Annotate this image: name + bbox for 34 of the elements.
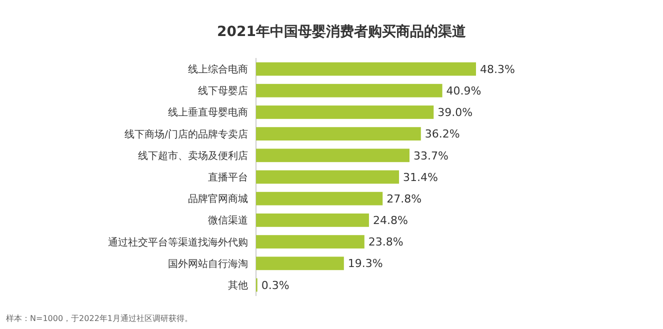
bar — [256, 235, 364, 248]
text: 样本：N=1000，于2022年1月通过社区调研获得。 — [6, 314, 192, 323]
data-label: 31.4% — [403, 170, 438, 184]
y-tick-label: 线上垂直母婴电商 — [168, 106, 248, 119]
bar — [256, 127, 421, 140]
data-label: 19.3% — [348, 257, 383, 270]
y-tick-label: 品牌官网商城 — [188, 193, 248, 206]
data-label: 24.8% — [372, 214, 408, 228]
data-label: 39.0% — [438, 106, 473, 120]
data-label: 27.8% — [386, 192, 422, 206]
chart-title: 2021年中国母婴消费者购买商品的渠道 — [217, 23, 467, 40]
y-tick-label: 国外网站自行海淘 — [168, 258, 248, 270]
data-label: 40.9% — [446, 84, 482, 98]
bar — [256, 62, 476, 76]
bar — [256, 192, 383, 206]
y-tick-label: 微信渠道 — [208, 214, 248, 227]
bar — [256, 84, 442, 98]
bar — [256, 170, 400, 184]
bar — [256, 106, 434, 119]
y-tick-label: 线下商场/门店的品牌专卖店 — [124, 128, 248, 140]
data-label: 33.7% — [414, 149, 448, 162]
bar — [256, 214, 369, 227]
y-tick-label: 其他 — [228, 279, 248, 292]
data-label: 36.2% — [424, 128, 460, 141]
bar — [256, 256, 344, 270]
y-tick-label: 线下母婴店 — [198, 85, 248, 98]
y-tick-label: 线下超市、卖场及便利店 — [138, 150, 248, 162]
y-tick-label: 线上综合电商 — [188, 64, 248, 76]
y-tick-label: 通过社交平台等渠道找海外代购 — [108, 236, 248, 248]
data-label: 48.3% — [480, 62, 515, 76]
y-tick-label: 直播平台 — [208, 172, 248, 184]
data-label: 0.3% — [261, 278, 290, 292]
bar — [256, 148, 410, 162]
data-label: 23.8% — [368, 236, 404, 249]
